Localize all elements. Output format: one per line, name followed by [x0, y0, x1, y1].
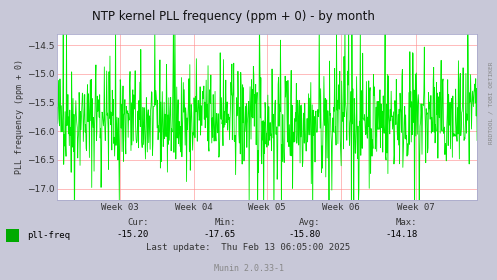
Text: Cur:: Cur:: [128, 218, 149, 227]
Text: NTP kernel PLL frequency (ppm + 0) - by month: NTP kernel PLL frequency (ppm + 0) - by …: [92, 10, 375, 23]
Y-axis label: PLL frequency (ppm + 0): PLL frequency (ppm + 0): [15, 59, 24, 174]
Text: Max:: Max:: [396, 218, 417, 227]
Text: -17.65: -17.65: [204, 230, 236, 239]
Text: Munin 2.0.33-1: Munin 2.0.33-1: [214, 264, 283, 273]
Text: -15.20: -15.20: [117, 230, 149, 239]
Text: Avg:: Avg:: [299, 218, 321, 227]
Text: RRDTOOL / TOBI OETIKER: RRDTOOL / TOBI OETIKER: [489, 62, 494, 144]
Text: Last update:  Thu Feb 13 06:05:00 2025: Last update: Thu Feb 13 06:05:00 2025: [147, 243, 350, 252]
Text: pll-freq: pll-freq: [27, 231, 71, 240]
Text: -14.18: -14.18: [385, 230, 417, 239]
Text: -15.80: -15.80: [288, 230, 321, 239]
Text: Min:: Min:: [215, 218, 236, 227]
